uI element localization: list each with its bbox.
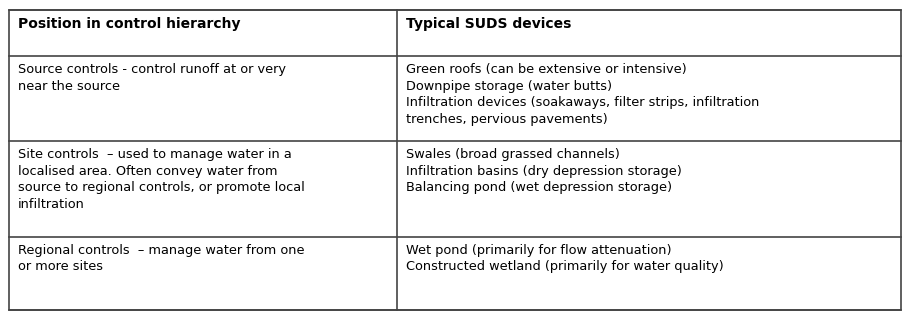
Text: Source controls - control runoff at or very
near the source: Source controls - control runoff at or v… xyxy=(18,63,287,93)
Text: Swales (broad grassed channels)
Infiltration basins (dry depression storage)
Bal: Swales (broad grassed channels) Infiltra… xyxy=(406,148,682,194)
Text: Site controls  – used to manage water in a
localised area. Often convey water fr: Site controls – used to manage water in … xyxy=(18,148,305,211)
Text: Position in control hierarchy: Position in control hierarchy xyxy=(18,17,241,31)
Text: Typical SUDS devices: Typical SUDS devices xyxy=(406,17,571,31)
Text: Regional controls  – manage water from one
or more sites: Regional controls – manage water from on… xyxy=(18,244,305,273)
Text: Green roofs (can be extensive or intensive)
Downpipe storage (water butts)
Infil: Green roofs (can be extensive or intensi… xyxy=(406,63,760,126)
Text: Wet pond (primarily for flow attenuation)
Constructed wetland (primarily for wat: Wet pond (primarily for flow attenuation… xyxy=(406,244,723,273)
